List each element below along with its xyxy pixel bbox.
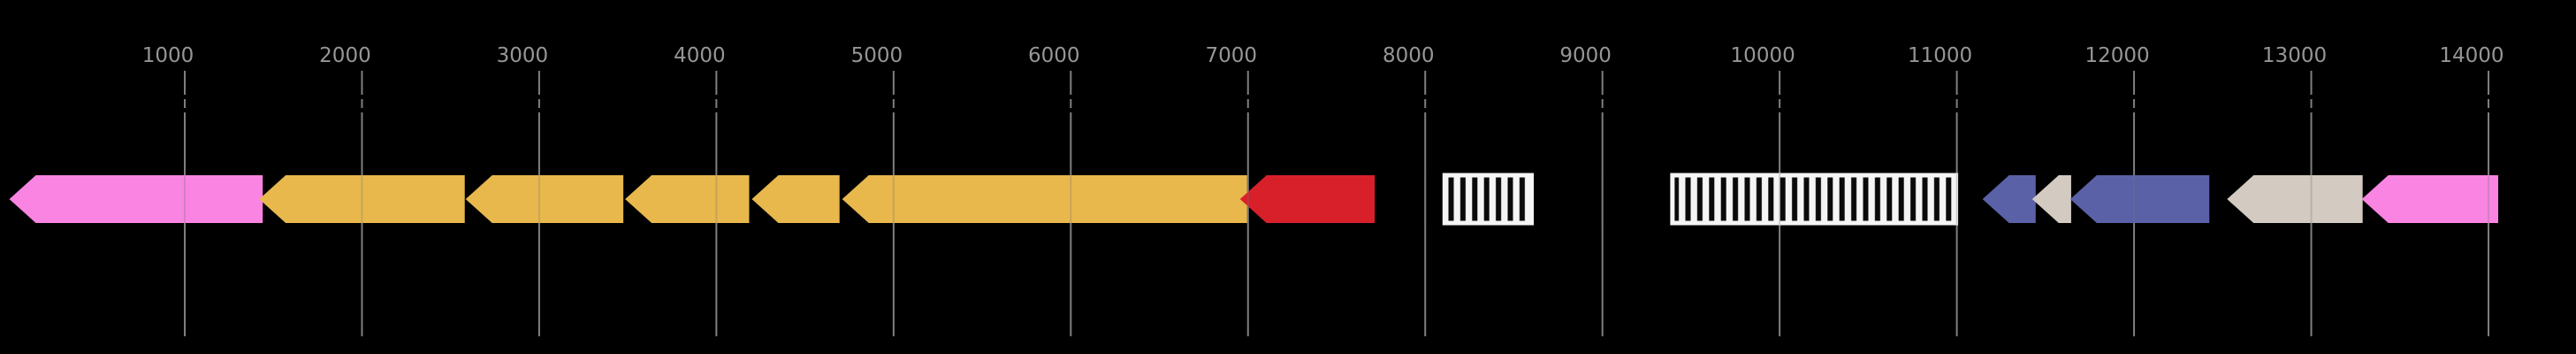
feature-10-arrow-left: [1982, 175, 2036, 223]
feature-14-arrow-left: [2361, 175, 2499, 223]
feature-1-arrow-left: [9, 175, 263, 223]
tick-labels-layer: 1000 2000 3000 4000 5000 6000 7000 8000 9000 1000…: [142, 44, 2504, 67]
tick-label-5000: 5000: [851, 44, 903, 67]
tick-label-13000: 13000: [2262, 44, 2327, 67]
tick-label-12000: 12000: [2084, 44, 2149, 67]
feature-8-hatched-box: [1442, 173, 1534, 226]
tick-label-3000: 3000: [497, 44, 549, 67]
feature-2-arrow-left: [259, 175, 465, 223]
feature-4-arrow-left: [625, 175, 750, 223]
tick-label-14000: 14000: [2439, 44, 2504, 67]
tick-label-6000: 6000: [1028, 44, 1080, 67]
feature-13-arrow-left: [2227, 175, 2363, 223]
tick-label-4000: 4000: [674, 44, 726, 67]
feature-6-arrow-left: [842, 175, 1247, 223]
tick-label-11000: 11000: [1908, 44, 1972, 67]
features-layer: [9, 173, 2499, 226]
tick-label-10000: 10000: [1731, 44, 1795, 67]
feature-3-arrow-left: [465, 175, 624, 223]
tick-label-8000: 8000: [1383, 44, 1435, 67]
tick-label-7000: 7000: [1205, 44, 1257, 67]
tick-label-2000: 2000: [319, 44, 371, 67]
feature-5-arrow-left: [751, 175, 840, 223]
feature-9-hatched-box: [1670, 173, 1959, 226]
tick-label-1000: 1000: [142, 44, 194, 67]
gridline-overlay-layer: [184, 173, 2489, 225]
feature-12-arrow-left: [2069, 175, 2210, 223]
tick-label-9000: 9000: [1559, 44, 1612, 67]
feature-7-arrow-left: [1239, 175, 1376, 223]
feature-11-arrow-left: [2031, 175, 2071, 223]
